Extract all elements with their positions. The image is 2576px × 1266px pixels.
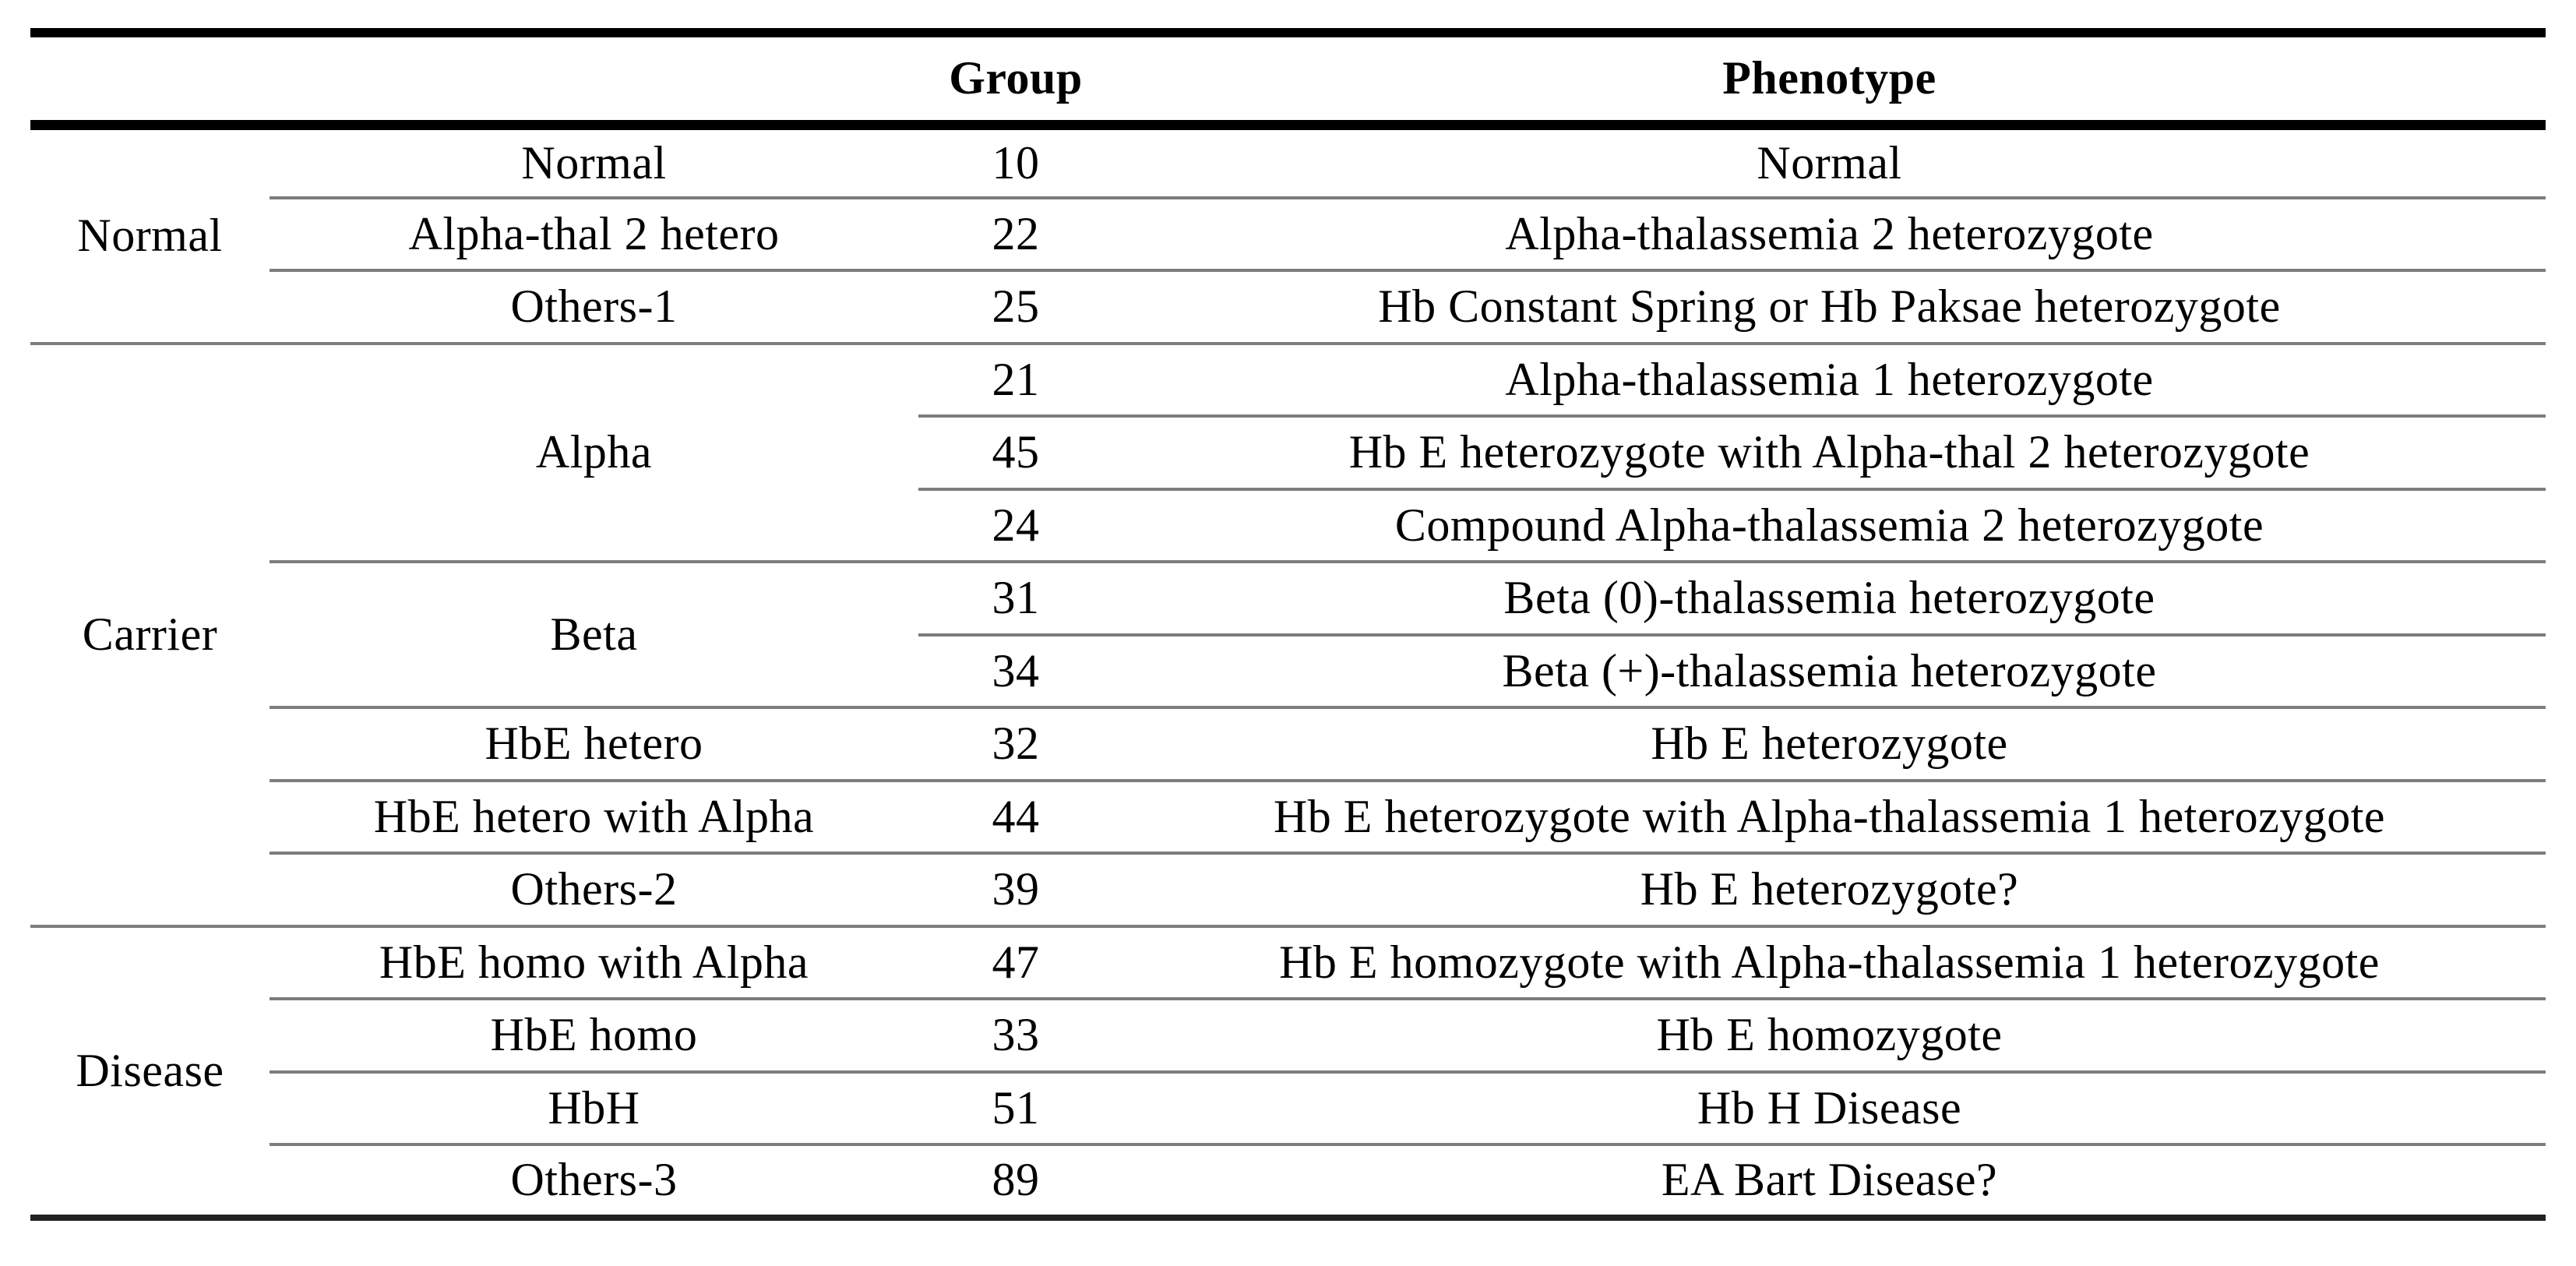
table-row: Carrier Alpha 21 Alpha-thalassemia 1 het…	[30, 341, 2546, 926]
group-number-cell: 44	[918, 778, 1113, 853]
table-row: Beta 31 Beta (0)-thalassemia heterozygot…	[30, 560, 2546, 707]
group-number-cell: 45	[918, 414, 1113, 489]
phenotype-cell: Hb H Disease	[1113, 1070, 2546, 1144]
table-row: 24 Compound Alpha-thalassemia 2 heterozy…	[30, 487, 2546, 562]
group-number-cell: 32	[918, 706, 1113, 781]
col-header-subgroup-blank	[270, 33, 918, 130]
category-cell: Normal	[77, 210, 223, 261]
subgroup-cell: Others-2	[270, 852, 918, 926]
phenotype-cell: Normal	[1757, 136, 1902, 189]
table-row: Normal Normal 10 Normal	[30, 125, 2546, 262]
table-row: Disease HbE homo with Alpha 47 Hb E homo…	[30, 924, 2546, 1218]
table-row: Others-1 25 Hb Constant Spring or Hb Pak…	[30, 269, 2546, 344]
table-row: Others-3 89 EA Bart Disease?	[30, 1143, 2546, 1218]
table-row: 34 Beta (+)-thalassemia heterozygote	[30, 633, 2546, 707]
table-row: HbE homo 33 Hb E homozygote	[30, 997, 2546, 1072]
phenotype-cell: Beta (0)-thalassemia heterozygote	[1113, 560, 2546, 635]
table-row: 45 Hb E heterozygote with Alpha-thal 2 h…	[30, 414, 2546, 489]
phenotype-cell: Hb E heterozygote with Alpha-thal 2 hete…	[1113, 414, 2546, 489]
phenotype-cell: Alpha-thalassemia 1 heterozygote	[1113, 341, 2546, 416]
group-number-cell: 39	[918, 852, 1113, 926]
thalassemia-group-phenotype-table: Group Phenotype Normal Normal 10 Normal …	[30, 28, 2546, 1221]
subgroup-cell: Alpha	[270, 341, 918, 562]
subgroup-cell: HbE homo with Alpha	[270, 924, 918, 999]
subgroup-cell: HbE hetero with Alpha	[270, 778, 918, 853]
table-row: Others-2 39 Hb E heterozygote?	[30, 852, 2546, 926]
phenotype-cell: EA Bart Disease?	[1113, 1143, 2546, 1218]
subgroup-cell: Normal	[521, 136, 667, 189]
group-number-cell: 51	[918, 1070, 1113, 1144]
phenotype-cell: Alpha-thalassemia 2 heterozygote	[1113, 196, 2546, 270]
group-number-cell: 89	[918, 1143, 1113, 1218]
subgroup-cell: HbE homo	[270, 997, 918, 1072]
table-header-row: Group Phenotype	[30, 33, 2546, 130]
subgroup-cell: Beta	[270, 560, 918, 707]
phenotype-cell: Hb E heterozygote	[1113, 706, 2546, 781]
col-header-category-blank	[30, 33, 270, 130]
group-number-cell: 22	[918, 196, 1113, 270]
phenotype-cell: Beta (+)-thalassemia heterozygote	[1113, 633, 2546, 707]
subgroup-cell: HbE hetero	[270, 706, 918, 781]
subgroup-cell: Alpha-thal 2 hetero	[270, 196, 918, 270]
category-cell: Disease	[30, 924, 270, 1218]
phenotype-cell: Hb E heterozygote with Alpha-thalassemia…	[1113, 778, 2546, 853]
category-cell: Carrier	[30, 341, 270, 926]
group-number-cell: 24	[918, 487, 1113, 562]
subgroup-cell: Others-1	[270, 269, 918, 344]
subgroup-cell: HbH	[270, 1070, 918, 1144]
table-row: Alpha-thal 2 hetero 22 Alpha-thalassemia…	[30, 196, 2546, 270]
group-number-cell: 47	[918, 924, 1113, 999]
phenotype-cell: Hb E homozygote with Alpha-thalassemia 1…	[1113, 924, 2546, 999]
table-row: HbE hetero 32 Hb E heterozygote	[30, 706, 2546, 781]
col-header-group: Group	[918, 33, 1113, 130]
subgroup-cell: Others-3	[270, 1143, 918, 1218]
table-row: HbE hetero with Alpha 44 Hb E heterozygo…	[30, 778, 2546, 853]
phenotype-cell: Hb E homozygote	[1113, 997, 2546, 1072]
group-number-cell: 33	[918, 997, 1113, 1072]
phenotype-cell: Compound Alpha-thalassemia 2 heterozygot…	[1113, 487, 2546, 562]
col-header-phenotype: Phenotype	[1113, 33, 2546, 130]
group-number-cell: 34	[918, 633, 1113, 707]
group-number-cell: 31	[918, 560, 1113, 635]
phenotype-cell: Hb Constant Spring or Hb Paksae heterozy…	[1113, 269, 2546, 344]
group-number-cell: 10	[992, 136, 1040, 189]
group-number-cell: 21	[918, 341, 1113, 416]
table-row: HbH 51 Hb H Disease	[30, 1070, 2546, 1144]
phenotype-cell: Hb E heterozygote?	[1113, 852, 2546, 926]
group-number-cell: 25	[918, 269, 1113, 344]
